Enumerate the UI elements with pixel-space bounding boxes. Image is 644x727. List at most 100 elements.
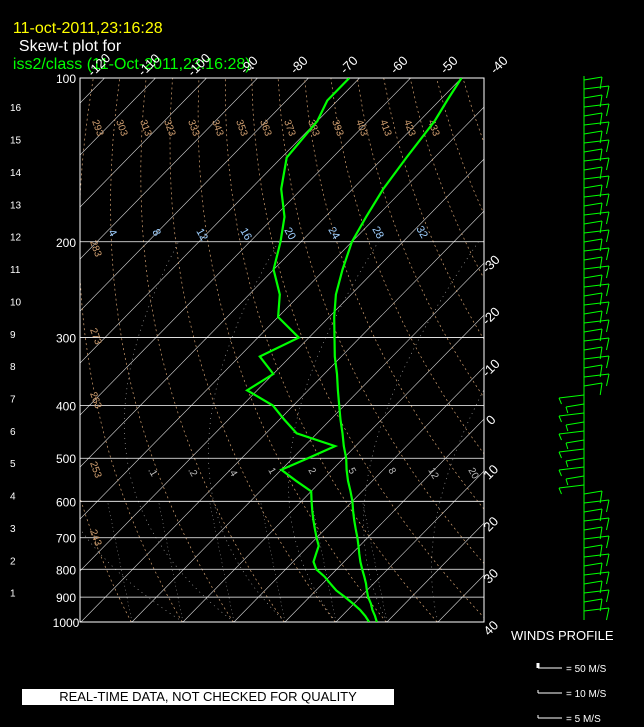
wind-barb-flag [606,229,610,243]
temperature-tick-label-top: -70 [337,53,361,77]
isotherm-line [489,78,644,622]
wind-barb-flag [606,373,610,387]
wind-barb [583,580,603,585]
dry-adiabat-line [356,78,484,399]
mixing-ratio-line [362,501,388,622]
wind-barb [565,439,585,444]
wind-barb [583,148,603,153]
wind-barb-flag [565,424,569,432]
wind-barb [583,544,603,549]
wind-barb [565,421,585,426]
dry-adiabat-line [140,78,285,622]
pressure-tick-label: 500 [56,452,76,466]
header-title: 11-oct-2011,23:16:28 Skew-t plot for iss… [4,2,255,74]
wind-barb [583,175,610,180]
wind-barb-flag [558,469,562,477]
mixing-ratio-label-lower: 1 [265,466,278,477]
dry-adiabat-line [224,78,438,622]
wind-barb-flag [606,517,610,531]
moist-adiabat-line [489,242,644,622]
mixing-ratio-label: 32 [413,224,430,241]
isotherm-line [182,314,484,622]
height-tick-label: 7 [10,395,16,406]
wind-barb [583,571,610,576]
isotherm-line [80,78,411,416]
isotherm-line [131,262,484,622]
mixing-ratio-line [260,501,286,622]
wind-barb-flag [606,319,610,333]
wind-barb [583,319,610,324]
dry-adiabat-line [383,78,484,340]
dry-adiabat-label: 373 [281,118,297,138]
moist-adiabat-line [363,241,479,622]
dry-adiabat-label: 333 [185,118,201,138]
temperature-tick-label-right: -20 [479,304,503,328]
dry-adiabat-label: 393 [329,118,345,138]
wind-barb-flag [558,451,562,459]
temperature-tick-label-top: -50 [437,53,461,77]
dry-adiabat-label: 403 [353,118,369,138]
mixing-ratio-label-lower: 5 [345,466,358,477]
wind-barb [583,373,610,378]
wind-barb-flag [606,535,610,549]
wind-barb-flag [565,406,569,414]
wind-barb [583,103,610,108]
mixing-ratio-label: 16 [237,226,254,243]
quality-notice: REAL-TIME DATA, NOT CHECKED FOR QUALITY [22,689,394,705]
header-title-suffix: . [250,56,256,73]
wind-barb [583,301,610,306]
mixing-ratio-label-lower: .1 [145,466,159,479]
wind-barb [583,76,603,81]
dry-adiabat-line [169,78,336,622]
wind-barb-flag [565,442,569,450]
wind-barb-flag [565,478,569,486]
wind-barb [583,355,610,360]
dry-adiabat-label: 263 [87,391,103,411]
isotherm-line [335,470,484,622]
mixing-ratio-label-lower: 8 [385,466,398,477]
wind-barb-flag [606,247,610,261]
header-timestamp: 11-oct-2011,23:16:28 [12,20,163,37]
temperature-tick-label-right: -10 [479,356,503,380]
dry-adiabat-label: 273 [87,327,103,347]
dry-adiabat-line [516,78,644,622]
wind-barb [558,448,585,453]
pressure-tick-label: 200 [56,236,76,250]
wind-barb [583,112,603,117]
mixing-ratio-label: 20 [281,226,298,243]
wind-barb [583,166,603,171]
mixing-ratio-label: 12 [193,227,210,244]
wind-barb-flag [558,487,562,495]
wind-barb-flag [558,433,562,441]
height-tick-label: 15 [10,136,22,147]
wind-barb [583,247,610,252]
temperature-tick-label-top: -80 [287,53,311,77]
pressure-tick-label: 900 [56,591,76,605]
isotherm-line [80,78,462,468]
isotherm-line [80,78,360,364]
temperature-tick-label-top: -60 [387,53,411,77]
wind-profile-title: WINDS PROFILE [511,628,614,643]
height-tick-label: 10 [10,297,22,308]
wind-barb [583,562,603,567]
wind-barb [583,607,610,612]
trace-dewpoint [244,78,371,622]
wind-barb [583,337,610,342]
wind-barb [583,265,610,270]
mixing-ratio-label: 24 [325,225,342,242]
wind-barb [583,229,610,234]
isotherm-line [80,78,258,260]
dry-adiabat-label: 323 [161,118,177,138]
pressure-tick-label: 1000 [53,616,80,630]
height-tick-label: 13 [10,200,22,211]
isotherm-line [80,78,156,156]
wind-barb [583,310,603,315]
pressure-tick-label: 400 [56,400,76,414]
isotherm-line [0,78,54,622]
dry-adiabat-line [489,78,644,622]
wind-barb-flag [558,397,562,405]
header-title-prefix: Skew-t plot for [18,38,122,55]
wind-barb-flag [606,103,610,117]
wind-barb [583,346,603,351]
wind-profile [536,76,610,719]
